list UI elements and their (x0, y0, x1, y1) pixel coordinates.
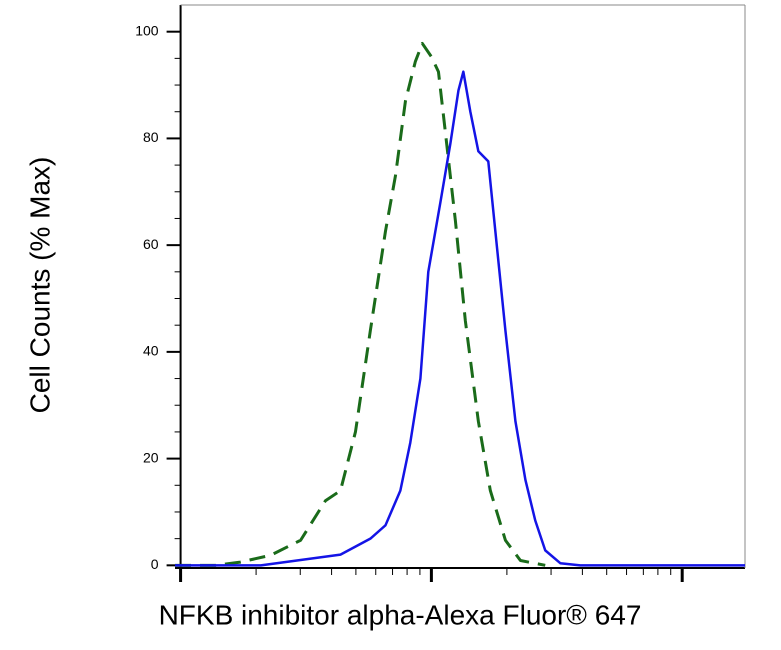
y-tick-label: 40 (143, 343, 159, 359)
y-tick-label: 60 (143, 236, 159, 252)
y-tick-label: 20 (143, 449, 159, 465)
y-tick-label: 100 (135, 22, 159, 38)
y-tick-label: 80 (143, 129, 159, 145)
y-tick-label: 0 (151, 556, 159, 572)
histogram-line (175, 41, 546, 567)
y-axis-label: Cell Counts (% Max) (24, 157, 55, 414)
x-axis-label: NFKB inhibitor alpha-Alexa Fluor® 647 (159, 599, 642, 630)
histogram-line (175, 70, 745, 567)
